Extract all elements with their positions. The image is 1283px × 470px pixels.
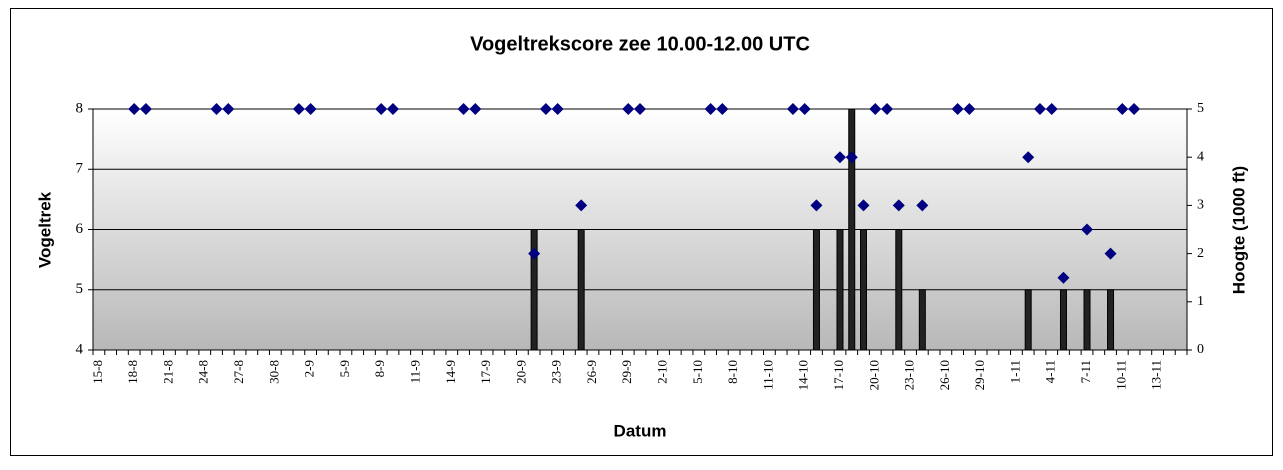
marker <box>881 103 894 115</box>
x-tick-label: 20-10 <box>866 360 881 390</box>
y2-tick-label: 5 <box>1197 101 1204 116</box>
y-tick-label: 4 <box>76 341 84 357</box>
x-tick-label: 23-10 <box>902 360 917 390</box>
x-tick-label: 11-10 <box>760 360 775 390</box>
x-axis-label: Datum <box>614 421 667 440</box>
marker <box>528 247 541 260</box>
bar <box>1083 289 1091 351</box>
marker <box>963 103 976 115</box>
x-tick-label: 14-10 <box>796 360 811 390</box>
y2-tick-label: 4 <box>1197 149 1204 164</box>
x-tick-label: 23-9 <box>549 360 564 384</box>
y-tick-label: 5 <box>76 281 84 297</box>
bar <box>895 229 903 351</box>
bar <box>860 229 868 351</box>
marker <box>128 103 141 115</box>
x-tick-label: 15-8 <box>90 360 105 384</box>
y2-tick-label: 3 <box>1197 198 1204 213</box>
marker <box>469 103 482 115</box>
x-tick-label: 21-8 <box>160 360 175 384</box>
marker <box>304 103 317 115</box>
marker <box>210 103 223 115</box>
marker <box>575 199 588 212</box>
marker <box>457 103 470 115</box>
bar <box>812 229 820 351</box>
marker <box>704 103 717 115</box>
x-tick-label: 2-9 <box>302 360 317 377</box>
marker <box>845 151 858 164</box>
marker <box>1116 103 1129 115</box>
y-tick-label: 7 <box>76 161 84 177</box>
marker <box>634 103 646 115</box>
x-tick-label: 29-10 <box>972 360 987 390</box>
marker <box>539 103 552 115</box>
bar <box>848 108 856 351</box>
y-tick-label: 6 <box>76 221 84 237</box>
marker <box>1104 247 1117 260</box>
bar <box>577 229 585 351</box>
marker <box>951 103 964 115</box>
x-tick-label: 26-10 <box>937 360 952 390</box>
marker <box>386 103 399 115</box>
y2-tick-label: 0 <box>1197 342 1204 357</box>
marker <box>798 103 811 115</box>
x-tick-label: 18-8 <box>125 360 140 384</box>
x-tick-label: 14-9 <box>443 360 458 384</box>
x-tick-label: 30-8 <box>266 360 281 384</box>
x-tick-label: 10-11 <box>1113 360 1128 390</box>
bar <box>1024 289 1032 351</box>
x-tick-label: 4-11 <box>1043 360 1058 383</box>
x-tick-label: 11-9 <box>407 360 422 383</box>
marker <box>1022 151 1035 164</box>
marker <box>810 199 823 212</box>
x-tick-label: 8-9 <box>372 360 387 377</box>
marker <box>1057 271 1070 284</box>
marker <box>892 199 905 212</box>
x-tick-label: 8-10 <box>725 360 740 384</box>
bar <box>1107 289 1115 351</box>
marker <box>833 151 846 164</box>
marker <box>916 199 929 212</box>
marker <box>869 103 882 115</box>
marker <box>1045 103 1058 115</box>
bar <box>918 289 926 351</box>
y2-tick-label: 1 <box>1197 294 1204 309</box>
bar <box>530 229 538 351</box>
x-tick-label: 27-8 <box>231 360 246 384</box>
x-tick-label: 20-9 <box>513 360 528 384</box>
marker <box>222 103 235 115</box>
marker <box>139 103 152 115</box>
x-tick-label: 26-9 <box>584 360 599 384</box>
x-tick-label: 13-11 <box>1149 360 1164 390</box>
y2-tick-label: 2 <box>1197 246 1204 261</box>
y-tick-label: 8 <box>76 100 84 116</box>
x-tick-label: 29-9 <box>619 360 634 384</box>
marker <box>375 103 388 115</box>
x-tick-label: 24-8 <box>196 360 211 384</box>
x-tick-label: 5-9 <box>337 360 352 377</box>
marker <box>292 103 305 115</box>
y2-axis-label: Hoogte (1000 ft) <box>1229 166 1248 294</box>
marker <box>622 103 635 115</box>
x-tick-label: 2-10 <box>655 360 670 384</box>
x-tick-label: 17-10 <box>831 360 846 390</box>
x-tick-label: 1-11 <box>1007 360 1022 383</box>
marker <box>1128 103 1141 115</box>
marker <box>1033 103 1046 115</box>
marker <box>716 103 729 115</box>
marker <box>857 199 870 212</box>
x-tick-label: 5-10 <box>690 360 705 384</box>
x-tick-label: 17-9 <box>478 360 493 384</box>
bar <box>836 229 844 351</box>
x-tick-label: 7-11 <box>1078 360 1093 383</box>
y-axis-label: Vogeltrek <box>35 191 54 268</box>
marker <box>1081 223 1094 236</box>
marker <box>551 103 564 115</box>
bar <box>1059 289 1067 351</box>
marker <box>786 103 799 115</box>
chart-title: Vogeltrekscore zee 10.00-12.00 UTC <box>470 33 810 55</box>
